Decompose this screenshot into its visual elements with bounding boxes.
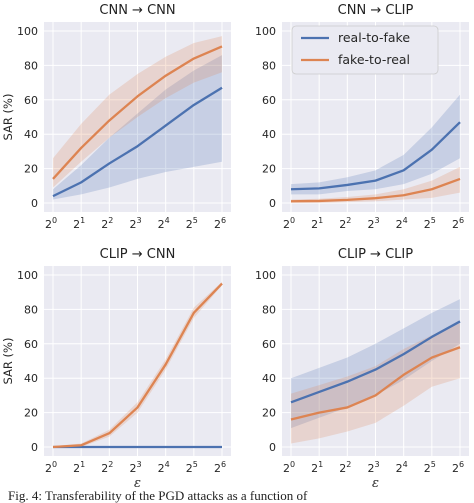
- x-tick-label: 25: [424, 216, 436, 231]
- x-tick-label: 26: [214, 216, 226, 231]
- confidence-band-fake-to-real: [291, 166, 460, 203]
- y-tick-label: 80: [24, 59, 38, 72]
- panel-title: CNN → CLIP: [338, 3, 414, 18]
- series-line-fake-to-real: [290, 177, 461, 203]
- y-tick-label: 40: [24, 128, 38, 141]
- panel-title: CLIP → CNN: [100, 247, 176, 262]
- confidence-band-real-to-fake: [291, 94, 460, 195]
- x-tick-label: 25: [424, 460, 436, 475]
- panel-cnn-to-cnn: 0 20 40 60 80 100 20 21 22 23 24 25 26 CNN → CNN SA…: [1, 3, 231, 231]
- panel-title: CNN → CNN: [99, 3, 175, 18]
- x-tick-label: 23: [129, 460, 141, 475]
- y-tick-label: 80: [262, 59, 276, 72]
- y-tick-label: 40: [262, 372, 276, 385]
- x-tick-label: 23: [129, 216, 141, 231]
- series-line-real-to-fake: [52, 86, 223, 198]
- x-tick-label: 22: [101, 460, 113, 475]
- y-tick-label: 60: [24, 94, 38, 107]
- x-tick-label: 24: [158, 460, 170, 475]
- series-line-real-to-fake: [290, 320, 461, 404]
- y-axis-label: SAR (%): [1, 94, 15, 141]
- x-tick-label: 25: [186, 460, 198, 475]
- y-tick-label: 100: [17, 25, 38, 38]
- panel-cnn-to-clip: 0 20 40 60 80 100 20 21 22 23 24 25 26 CNN → CLIP r…: [255, 3, 469, 231]
- y-tick-label: 40: [262, 128, 276, 141]
- series-line-fake-to-real: [290, 346, 461, 421]
- y-axis-label: SAR (%): [1, 338, 15, 385]
- y-tick-label: 100: [255, 25, 276, 38]
- confidence-band-fake-to-real: [53, 281, 222, 447]
- x-tick-label: 26: [452, 216, 464, 231]
- panel-title: CLIP → CLIP: [338, 247, 413, 262]
- y-tick-label: 60: [262, 94, 276, 107]
- legend-label-real-to-fake: real-to-fake: [338, 30, 410, 45]
- x-tick-label: 23: [367, 216, 379, 231]
- y-tick-label: 20: [24, 407, 38, 420]
- x-tick-label: 20: [283, 216, 295, 231]
- y-tick-label: 100: [255, 269, 276, 282]
- x-tick-label: 24: [158, 216, 170, 231]
- y-tick-label: 60: [24, 338, 38, 351]
- x-tick-label: 22: [339, 216, 351, 231]
- x-axis-label: ε: [134, 476, 141, 491]
- y-tick-label: 80: [262, 303, 276, 316]
- confidence-band-real-to-fake: [53, 55, 222, 200]
- y-tick-label: 20: [262, 407, 276, 420]
- y-tick-label: 100: [17, 269, 38, 282]
- x-tick-label: 23: [367, 460, 379, 475]
- x-tick-label: 22: [101, 216, 113, 231]
- x-tick-label: 20: [45, 460, 57, 475]
- x-tick-label: 20: [45, 216, 57, 231]
- series-line-fake-to-real: [52, 45, 223, 180]
- y-tick-label: 0: [269, 197, 276, 210]
- x-tick-label: 26: [214, 460, 226, 475]
- x-tick-label: 21: [311, 216, 323, 231]
- confidence-band-real-to-fake: [291, 299, 460, 429]
- x-tick-label: 22: [339, 460, 351, 475]
- legend-label-fake-to-real: fake-to-real: [338, 52, 410, 67]
- y-tick-label: 0: [269, 441, 276, 454]
- series-line-fake-to-real: [52, 282, 223, 449]
- legend: real-to-fake fake-to-real: [291, 25, 439, 75]
- confidence-band-fake-to-real: [291, 323, 460, 444]
- y-tick-label: 20: [24, 163, 38, 176]
- x-tick-label: 25: [186, 216, 198, 231]
- x-axis-label: ε: [372, 476, 379, 491]
- confidence-band-fake-to-real: [53, 36, 222, 188]
- x-tick-label: 26: [452, 460, 464, 475]
- figure-caption: Fig. 4: Transferability of the PGD attac…: [8, 488, 308, 503]
- x-tick-label: 24: [396, 460, 408, 475]
- x-tick-label: 24: [396, 216, 408, 231]
- y-tick-label: 60: [262, 338, 276, 351]
- x-tick-label: 21: [311, 460, 323, 475]
- y-tick-label: 40: [24, 372, 38, 385]
- x-tick-label: 21: [73, 216, 85, 231]
- x-tick-label: 20: [283, 460, 295, 475]
- y-tick-label: 0: [31, 197, 38, 210]
- series-line-real-to-fake: [290, 121, 461, 191]
- x-tick-label: 21: [73, 460, 85, 475]
- y-tick-label: 0: [31, 441, 38, 454]
- y-tick-label: 20: [262, 163, 276, 176]
- panel-clip-to-cnn: 0 20 40 60 80 100 20 21 22 23 24 25 26 CLIP → CNN S…: [1, 247, 231, 491]
- y-tick-label: 80: [24, 303, 38, 316]
